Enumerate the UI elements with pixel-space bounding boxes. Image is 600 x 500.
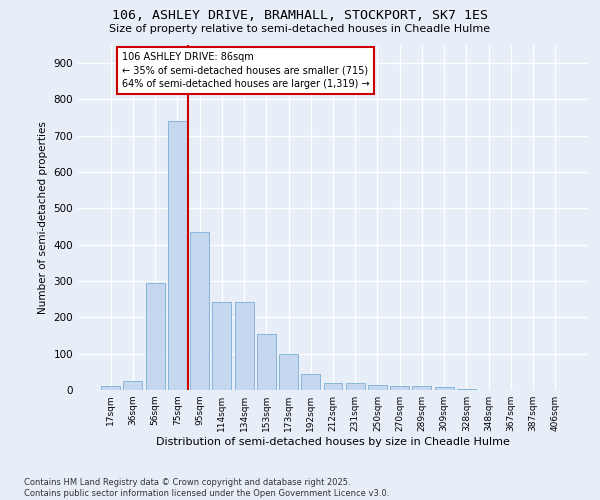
Text: 106 ASHLEY DRIVE: 86sqm
← 35% of semi-detached houses are smaller (715)
64% of s: 106 ASHLEY DRIVE: 86sqm ← 35% of semi-de… [122, 52, 370, 88]
Bar [301, 374, 320, 390]
Bar [435, 387, 454, 390]
Text: 106, ASHLEY DRIVE, BRAMHALL, STOCKPORT, SK7 1ES: 106, ASHLEY DRIVE, BRAMHALL, STOCKPORT, … [112, 9, 488, 22]
Bar [368, 386, 387, 390]
Text: Contains HM Land Registry data © Crown copyright and database right 2025.
Contai: Contains HM Land Registry data © Crown c… [24, 478, 389, 498]
Text: Size of property relative to semi-detached houses in Cheadle Hulme: Size of property relative to semi-detach… [109, 24, 491, 34]
X-axis label: Distribution of semi-detached houses by size in Cheadle Hulme: Distribution of semi-detached houses by … [156, 437, 510, 447]
Bar [168, 122, 187, 390]
Bar [390, 386, 409, 390]
Bar [146, 283, 164, 390]
Bar [101, 386, 120, 390]
Bar [279, 354, 298, 390]
Bar [346, 382, 365, 390]
Bar [257, 334, 276, 390]
Bar [212, 302, 231, 390]
Bar [412, 386, 431, 390]
Bar [323, 382, 343, 390]
Bar [190, 232, 209, 390]
Bar [124, 381, 142, 390]
Y-axis label: Number of semi-detached properties: Number of semi-detached properties [38, 121, 48, 314]
Bar [235, 302, 254, 390]
